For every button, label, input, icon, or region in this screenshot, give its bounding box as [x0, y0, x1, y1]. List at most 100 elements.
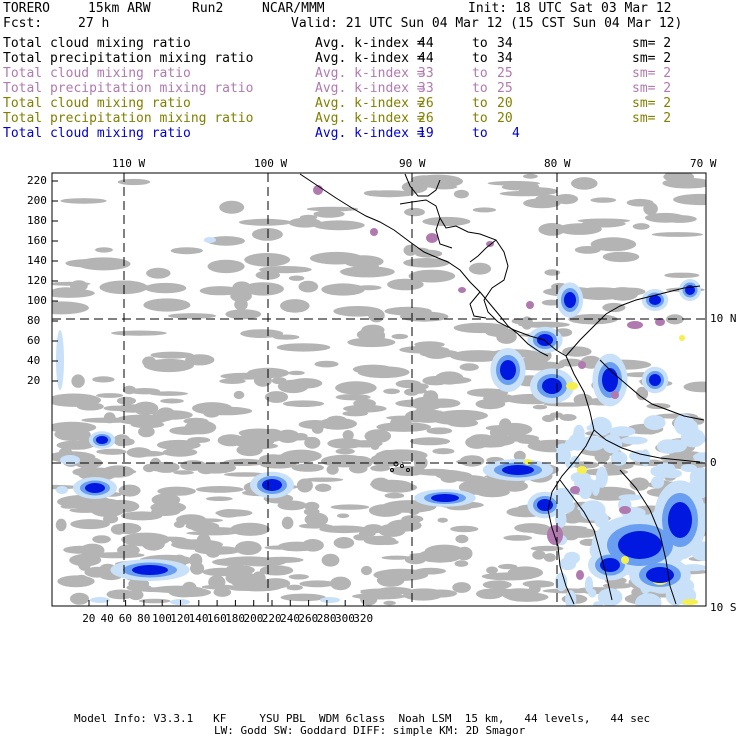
cloud-lightblue-cell	[684, 545, 694, 556]
precip-purple-cell	[486, 241, 494, 247]
cloud-gray-cell	[476, 443, 505, 448]
cloud-gray-cell	[337, 513, 350, 519]
cloud-gray-cell	[390, 465, 426, 476]
cloud-gray-cell	[52, 304, 83, 310]
cloud-gray-cell	[541, 299, 561, 306]
cloud-gray-cell	[404, 207, 425, 217]
cloud-gray-cell	[72, 467, 99, 477]
cloud-gray-cell	[318, 417, 357, 430]
bottom-tick-label: 320	[353, 612, 374, 625]
cloud-gray-cell	[185, 354, 215, 366]
cloud-gray-cell	[92, 535, 111, 544]
cloud-gray-cell	[304, 501, 320, 511]
cloud-gray-cell	[518, 187, 558, 196]
cloud-gray-cell	[259, 565, 294, 576]
cloud-gray-cell	[56, 440, 95, 450]
cloud-darkblue-cell	[262, 479, 282, 491]
cloud-gray-cell	[559, 414, 577, 421]
cloud-gray-cell	[364, 190, 415, 198]
cloud-gray-cell	[364, 429, 392, 443]
cloud-gray-cell	[664, 272, 700, 278]
cloud-gray-cell	[342, 430, 354, 441]
cloud-gray-cell	[138, 426, 155, 438]
cloud-gray-cell	[422, 216, 471, 227]
cloud-gray-cell	[381, 555, 412, 560]
cloud-lightblue-cell	[602, 434, 623, 454]
cloud-gray-cell	[362, 330, 386, 343]
cloud-gray-cell	[117, 438, 135, 446]
cloud-gray-cell	[558, 358, 584, 367]
legend-row-3-sm: sm= 2	[632, 66, 672, 81]
cloud-gray-cell	[162, 447, 198, 457]
cloud-gray-cell	[197, 466, 215, 475]
cloud-gray-cell	[662, 177, 706, 189]
bottom-tick-label: 200	[243, 612, 264, 625]
cloud-gray-cell	[370, 464, 391, 472]
cloud-darkblue-cell	[132, 565, 168, 575]
cloud-gray-cell	[403, 258, 450, 268]
cloud-gray-cell	[486, 566, 498, 574]
cloud-gray-cell	[501, 588, 538, 601]
cloud-gray-cell	[170, 247, 203, 255]
legend-row-1-to-word: to	[472, 36, 488, 51]
bottom-tick-label: 140	[188, 612, 209, 625]
cloud-gray-cell	[151, 507, 181, 516]
legend-row-6-field: Total precipitation mixing ratio	[3, 111, 254, 126]
cloud-gray-cell	[459, 455, 485, 467]
cloud-gray-cell	[70, 280, 88, 292]
cloud-gray-cell	[276, 343, 331, 352]
precip-purple-cell	[570, 486, 580, 494]
header-init: Init: 18 UTC Sat 03 Mar 12	[468, 1, 672, 16]
cloud-darkblue-cell	[500, 360, 516, 380]
cloud-gray-cell	[343, 404, 387, 413]
cloud-gray-cell	[390, 416, 412, 430]
cloud-darkblue-cell	[649, 374, 661, 386]
cloud-gray-cell	[590, 237, 637, 252]
cloud-gray-cell	[594, 451, 610, 463]
cloud-gray-cell	[299, 580, 336, 588]
cloud-gray-cell	[207, 259, 245, 274]
left-tick-label: 220	[27, 174, 47, 187]
cloud-gray-cell	[169, 426, 205, 436]
cloud-gray-cell	[683, 381, 706, 393]
cloud-lightblue-cell	[578, 483, 592, 500]
precip-purple-cell	[611, 391, 619, 399]
cloud-gray-cell	[288, 574, 309, 580]
cloud-gray-cell	[76, 257, 131, 271]
cloud-gray-cell	[156, 439, 201, 451]
cloud-gray-cell	[602, 302, 626, 313]
header-model: TORERO	[3, 1, 50, 16]
cloud-darkblue-cell	[537, 499, 553, 511]
cloud-gray-cell	[160, 398, 184, 404]
legend-row-3-avg: Avg. k-index =	[315, 66, 425, 81]
cloud-gray-cell	[673, 193, 706, 206]
legend-row-6-to-word: to	[472, 111, 488, 126]
cloud-gray-cell	[347, 337, 396, 348]
cloud-gray-cell	[185, 521, 220, 531]
cloud-gray-cell	[277, 379, 309, 394]
cloud-gray-cell	[409, 383, 429, 390]
cloud-gray-cell	[103, 514, 119, 524]
cloud-darkblue-cell	[537, 334, 553, 346]
cloud-gray-cell	[514, 523, 550, 533]
cloud-gray-cell	[189, 553, 203, 568]
legend-row-4-field: Total precipitation mixing ratio	[3, 81, 254, 96]
lon-label-110w: 110 W	[112, 157, 146, 170]
cloud-gray-cell	[414, 567, 446, 575]
cloud-gray-cell	[321, 283, 365, 296]
legend-row-5-avg: Avg. k-index =	[315, 96, 425, 111]
cloud-gray-cell	[219, 378, 246, 385]
cloud-gray-cell	[167, 313, 217, 319]
bottom-tick-label: 40	[100, 612, 114, 625]
cloud-lightblue-cell	[690, 541, 706, 561]
cloud-gray-cell	[118, 484, 141, 497]
legend-row-3-to: 25	[497, 66, 513, 81]
cloud-gray-cell	[80, 543, 105, 557]
cloud-gray-cell	[457, 553, 470, 560]
cloud-gray-cell	[482, 580, 512, 590]
cloud-lightblue-cell	[555, 510, 567, 528]
cloud-gray-cell	[452, 582, 471, 593]
cloud-gray-cell	[365, 262, 380, 275]
cloud-gray-cell	[306, 206, 359, 212]
